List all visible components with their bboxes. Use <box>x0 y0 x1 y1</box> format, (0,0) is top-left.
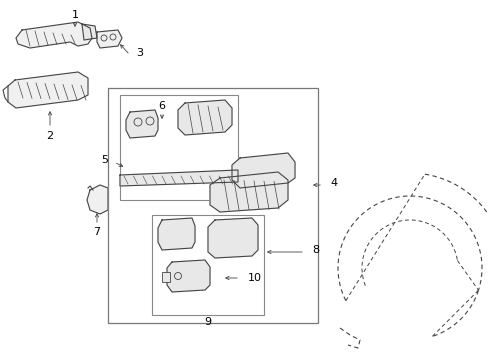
Text: 5: 5 <box>101 155 108 165</box>
Bar <box>162 272 170 282</box>
Text: 2: 2 <box>46 131 54 141</box>
Polygon shape <box>231 153 294 188</box>
Polygon shape <box>209 172 287 212</box>
Polygon shape <box>126 110 158 138</box>
Polygon shape <box>167 260 209 292</box>
Polygon shape <box>16 22 92 48</box>
Bar <box>108 88 317 323</box>
Polygon shape <box>87 185 108 214</box>
Text: 10: 10 <box>247 273 262 283</box>
Text: 9: 9 <box>204 317 211 327</box>
Polygon shape <box>158 218 195 250</box>
Bar <box>120 95 238 200</box>
Polygon shape <box>178 100 231 135</box>
Text: 4: 4 <box>329 178 336 188</box>
Polygon shape <box>97 30 122 48</box>
Text: 8: 8 <box>311 245 319 255</box>
Text: 3: 3 <box>136 48 143 58</box>
Text: 6: 6 <box>158 101 165 111</box>
Bar <box>152 215 264 315</box>
Polygon shape <box>207 218 258 258</box>
Polygon shape <box>8 72 88 108</box>
Text: 1: 1 <box>71 10 79 20</box>
Polygon shape <box>120 170 238 186</box>
Polygon shape <box>82 24 97 40</box>
Text: 7: 7 <box>93 227 101 237</box>
